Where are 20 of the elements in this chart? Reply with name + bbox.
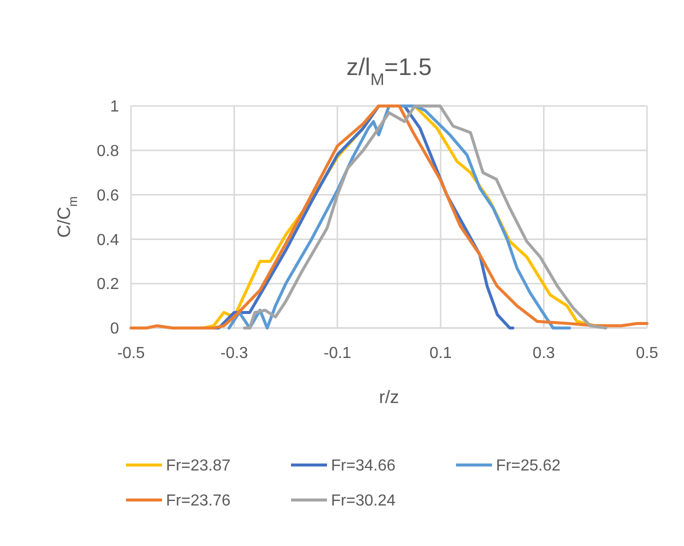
y-tick-label: 1 xyxy=(110,98,120,116)
y-tick-label: 0.4 xyxy=(96,232,120,249)
x-tick-label: -0.5 xyxy=(117,345,145,362)
x-axis-title: r/z xyxy=(379,387,399,407)
legend-label: Fr=23.76 xyxy=(166,492,231,510)
legend-label: Fr=34.66 xyxy=(331,458,396,475)
y-tick-label: 0.8 xyxy=(96,143,120,160)
y-tick-label: 0 xyxy=(110,320,120,338)
x-tick-label: -0.1 xyxy=(324,345,352,362)
x-tick-label: 0.5 xyxy=(636,345,658,362)
y-tick-label: 0.6 xyxy=(96,187,120,204)
y-tick-label: 0.2 xyxy=(96,276,120,294)
x-tick-label: 0.1 xyxy=(429,345,452,362)
legend-label: Fr=23.87 xyxy=(166,458,231,475)
x-tick-label: 0.3 xyxy=(532,345,556,362)
line-series xyxy=(130,104,648,330)
legend-label: Fr=30.24 xyxy=(331,492,396,510)
legend-label: Fr=25.62 xyxy=(496,458,561,475)
chart-title: z/l$_{M}$=1.5 xyxy=(346,54,432,88)
x-tick-label: -0.3 xyxy=(220,345,248,362)
